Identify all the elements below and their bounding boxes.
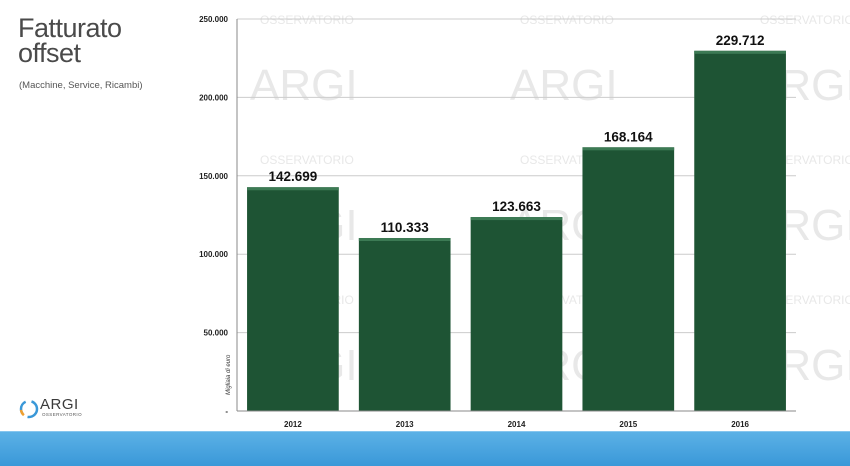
x-tick-label: 2016	[731, 420, 749, 429]
bar-2014	[470, 217, 563, 411]
bar-top-2016	[694, 50, 786, 54]
bar-2012	[247, 187, 339, 411]
bar-2013	[358, 237, 451, 411]
y-tick-label: 150.000	[199, 172, 228, 181]
title-line-2: offset	[18, 38, 81, 68]
bar-2016	[694, 50, 786, 411]
data-label: 142.699	[268, 169, 317, 184]
data-label: 123.663	[492, 199, 541, 214]
watermark-brand: ARGI	[510, 61, 618, 110]
revenue-bar-chart: ARGIOSSERVATORIOARGIOSSERVATORIOARGIOSSE…	[199, 13, 850, 429]
logo-text: ARGI	[40, 396, 79, 413]
chart-axis: - 50.000 100.000 150.000 200.000 250.000 2012 2…	[199, 15, 796, 429]
watermark-brand: ARGI	[250, 61, 358, 110]
logo-subtext: OSSERVATORIO	[42, 412, 82, 417]
data-label: 229.712	[716, 33, 765, 48]
y-axis-label: Migliaia di euro	[226, 354, 232, 395]
title-line-1: Fatturato	[18, 13, 122, 43]
watermark-caption: OSSERVATORIO	[760, 13, 850, 27]
watermark-caption: OSSERVATORIO	[520, 13, 614, 27]
page-title: Fatturato offset	[18, 13, 122, 68]
bar-top-2013	[358, 237, 451, 241]
page-subtitle: (Macchine, Service, Ricambi)	[19, 80, 143, 91]
y-tick-label: 100.000	[199, 250, 228, 259]
y-tick-label: 250.000	[199, 15, 228, 24]
bar-top-2012	[247, 187, 339, 191]
x-tick-label: 2014	[508, 420, 526, 429]
bar-2015	[582, 147, 675, 411]
x-tick-label: 2012	[284, 420, 302, 429]
x-tick-label: 2013	[396, 420, 414, 429]
data-label: 110.333	[381, 220, 430, 235]
y-tick-label: 200.000	[199, 93, 228, 102]
y-tick-label: 50.000	[204, 329, 229, 338]
watermark-caption: OSSERVATORIO	[260, 13, 354, 27]
argi-logo: ARGI OSSERVATORIO	[18, 396, 88, 428]
watermark-caption: OSSERVATORIO	[260, 153, 354, 167]
footer-band	[0, 432, 850, 466]
bar-top-2015	[582, 147, 675, 151]
data-label: 168.164	[604, 129, 653, 144]
argi-logo-icon	[19, 399, 39, 419]
chart-bars: 142.699 110.333 123.663 168.164 229.712	[247, 33, 786, 411]
x-tick-label: 2015	[619, 420, 637, 429]
bar-top-2014	[470, 217, 563, 221]
y-tick-label: -	[225, 407, 228, 416]
